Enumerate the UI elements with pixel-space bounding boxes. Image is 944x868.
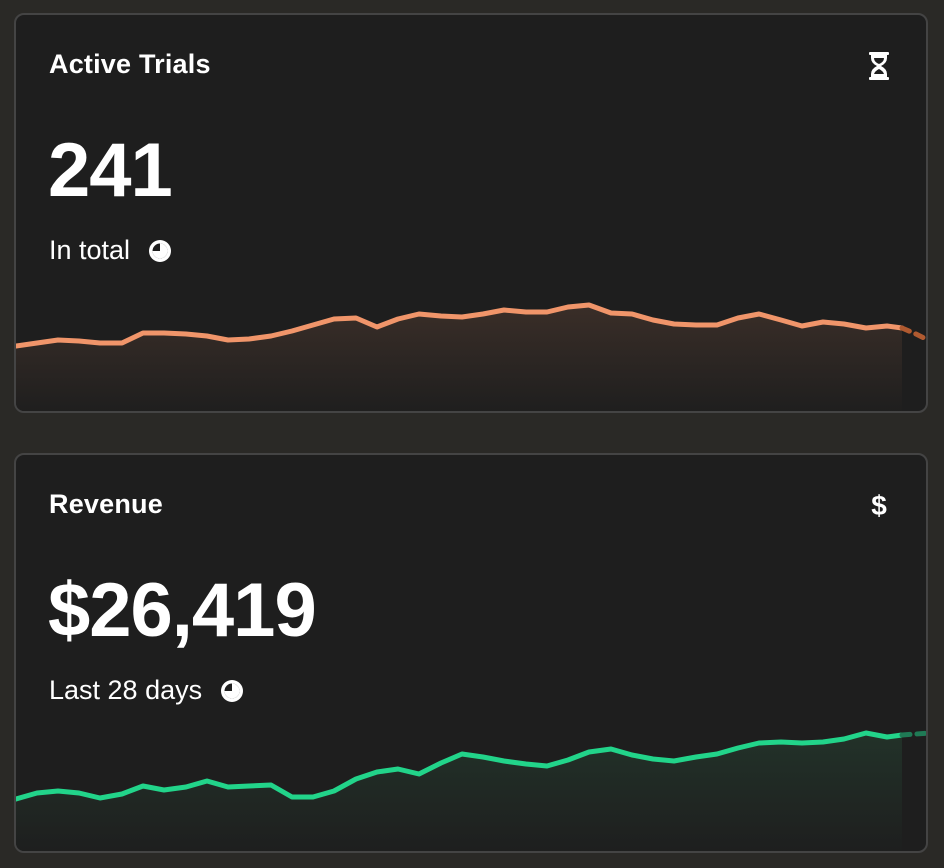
dollar-icon: $: [866, 489, 892, 523]
sparkline-line: [16, 302, 905, 349]
revenue-sparkline: [16, 730, 926, 851]
sparkline-area: [16, 733, 902, 851]
sparkline-area: [16, 305, 902, 411]
subtitle-row: In total: [49, 235, 172, 266]
subtitle-label: Last 28 days: [49, 675, 203, 705]
dollar-glyph: $: [871, 490, 887, 521]
revenue-amount: $26,419: [48, 568, 317, 653]
sparkline-projection: [899, 325, 926, 342]
revenue-card: Revenue $ $26,419 Last 28 days: [14, 453, 928, 853]
trials-sparkline: [16, 302, 926, 411]
trials-count: 241: [48, 128, 173, 213]
card-title: Revenue: [49, 489, 163, 519]
hourglass-icon: [866, 49, 892, 83]
active-trials-card: Active Trials 241 In total: [14, 13, 928, 413]
subtitle-row: Last 28 days: [49, 675, 244, 706]
clock-icon: [148, 239, 172, 263]
subtitle-label: In total: [49, 235, 131, 265]
sparkline-projection: [899, 730, 926, 738]
clock-icon: [220, 679, 244, 703]
card-title: Active Trials: [49, 49, 211, 79]
sparkline-line: [16, 730, 905, 802]
